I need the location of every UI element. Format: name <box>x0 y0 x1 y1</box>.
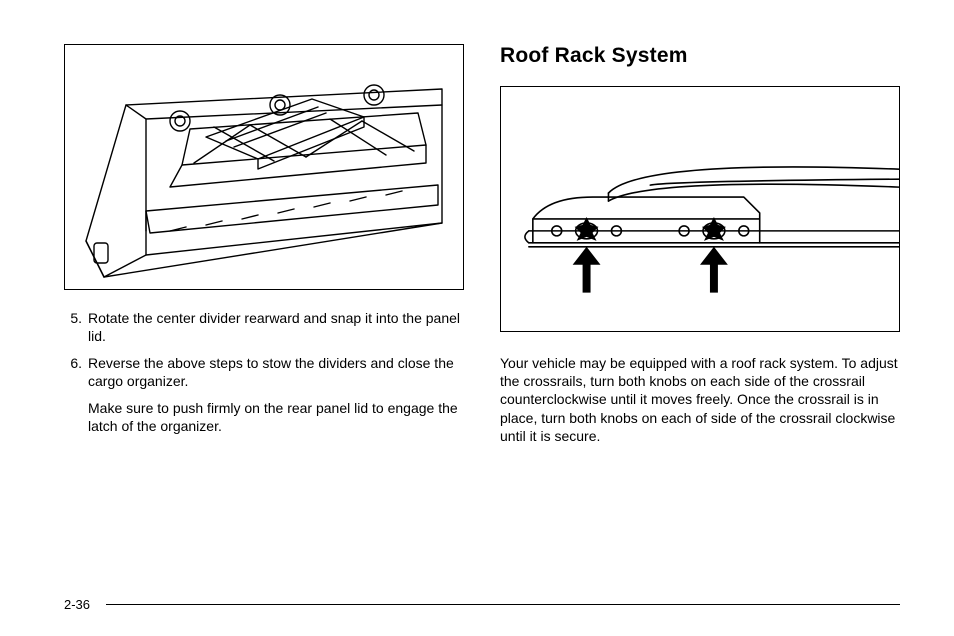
section-heading: Roof Rack System <box>500 44 900 68</box>
step-number: 6. <box>64 355 88 390</box>
step-6: 6. Reverse the above steps to stow the d… <box>64 355 464 390</box>
cargo-organizer-illustration <box>64 44 464 290</box>
left-column: 5. Rotate the center divider rearward an… <box>64 44 464 608</box>
cargo-organizer-svg <box>65 45 463 289</box>
footer-rule <box>106 604 900 605</box>
step-text: Rotate the center divider rearward and s… <box>88 310 464 345</box>
right-column: Roof Rack System <box>500 44 900 608</box>
step-continuation: Make sure to push firmly on the rear pan… <box>88 400 464 435</box>
two-column-layout: 5. Rotate the center divider rearward an… <box>64 44 900 608</box>
page-number: 2-36 <box>64 597 106 612</box>
instruction-steps: 5. Rotate the center divider rearward an… <box>64 310 464 390</box>
step-text: Reverse the above steps to stow the divi… <box>88 355 464 390</box>
page-footer: 2-36 <box>64 597 900 612</box>
manual-page: 5. Rotate the center divider rearward an… <box>0 0 954 636</box>
roof-rack-svg <box>501 87 899 331</box>
step-number: 5. <box>64 310 88 345</box>
roof-rack-illustration <box>500 86 900 332</box>
section-body: Your vehicle may be equipped with a roof… <box>500 354 900 445</box>
step-5: 5. Rotate the center divider rearward an… <box>64 310 464 345</box>
